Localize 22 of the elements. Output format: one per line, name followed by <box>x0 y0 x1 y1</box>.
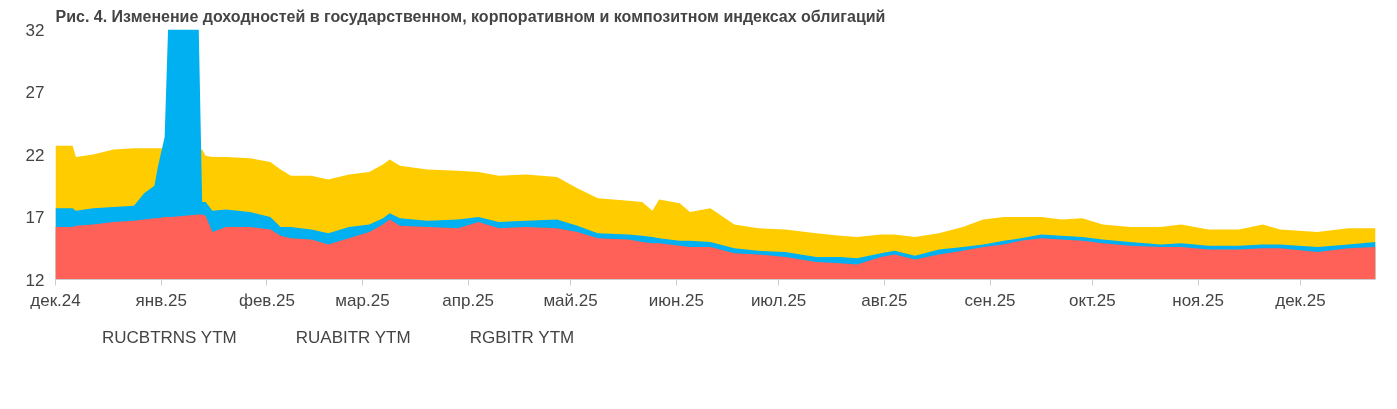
y-tick-label: 22 <box>25 145 45 165</box>
x-tick-label: дек.25 <box>1275 290 1326 310</box>
y-tick-label: 17 <box>25 208 45 227</box>
x-tick-label: июл.25 <box>750 290 807 310</box>
x-tick-label: окт.25 <box>1069 290 1116 310</box>
x-tick-label: янв.25 <box>135 290 187 310</box>
x-tick-label: мар.25 <box>335 290 390 310</box>
text: RUABITR YTM <box>295 328 411 348</box>
chart-title: Рис. 4. Изменение доходностей в государственном, корпоративном и композитном индексах облигаций <box>55 7 886 25</box>
x-tick-label: апр.25 <box>442 290 495 310</box>
x-tick-label: июн.25 <box>648 290 704 310</box>
y-tick-label: 12 <box>25 270 45 290</box>
text: RUCBTRNS YTM <box>102 328 237 348</box>
x-tick-label: авг.25 <box>861 290 908 310</box>
x-tick-label: сен.25 <box>964 290 1016 310</box>
y-tick-label: 32 <box>25 20 45 40</box>
x-tick-label: ноя.25 <box>1172 290 1224 310</box>
text: RGBITR YTM <box>469 328 575 348</box>
x-tick-label: фев.25 <box>238 290 296 310</box>
x-tick-label: дек.24 <box>30 290 81 310</box>
x-tick-label: май.25 <box>543 290 598 310</box>
y-tick-label: 27 <box>25 83 45 102</box>
